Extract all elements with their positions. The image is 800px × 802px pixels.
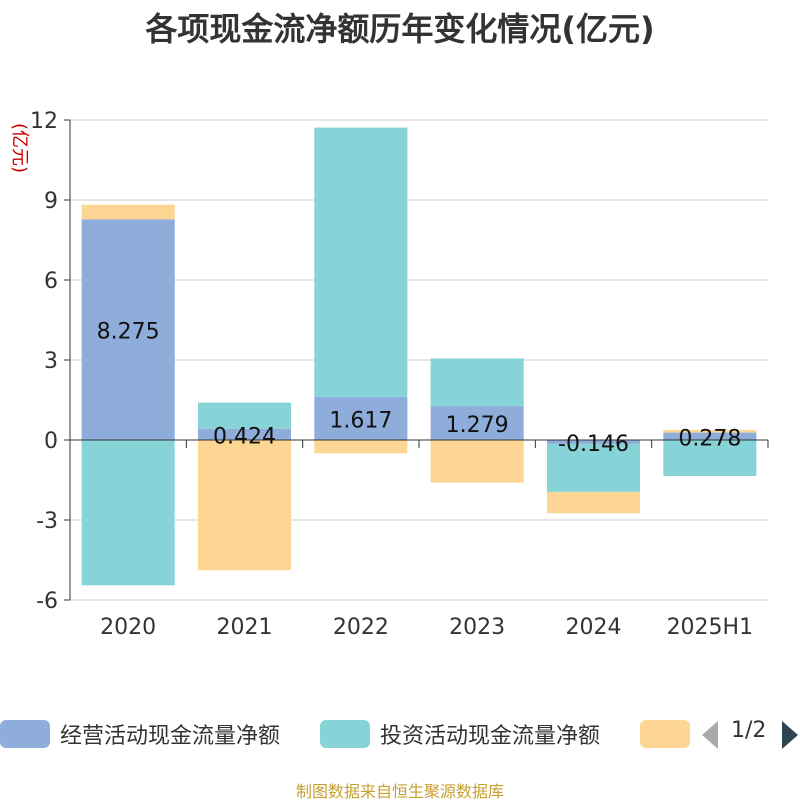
bar-series2-2021 <box>197 440 292 571</box>
data-label-2024: -0.146 <box>558 432 629 457</box>
bars <box>81 127 757 586</box>
bar-series2-2024 <box>546 491 641 514</box>
bar-series0-2025H1 <box>663 432 757 440</box>
legend-label-operating: 经营活动现金流量净额 <box>60 724 281 749</box>
bar-series2-2022 <box>314 440 408 454</box>
y-tick-label: 12 <box>30 109 58 134</box>
legend: 经营活动现金流量净额 投资活动现金流量净额 <box>0 714 800 754</box>
bar-series0-2023 <box>430 405 524 440</box>
legend-label-investing: 投资活动现金流量净额 <box>380 724 601 749</box>
data-label-2022: 1.617 <box>329 408 392 433</box>
x-tick-label: 2023 <box>449 615 505 640</box>
x-tick-label: 2024 <box>566 615 622 640</box>
bar-series1-2025H1 <box>663 440 757 476</box>
y-tick-label: 6 <box>44 269 58 294</box>
bar-series1-2021 <box>197 402 292 429</box>
legend-next-page-icon[interactable] <box>782 721 798 749</box>
bar-series1-2020 <box>81 440 175 586</box>
legend-item-investing[interactable]: 投资活动现金流量净额 <box>320 714 600 754</box>
chart-plot: -6 -3 0 3 6 9 12(亿元) 2020 2021 2022 2023 2024 2025H1… <box>9 109 769 640</box>
source-note: 制图数据来自恒生聚源数据库 <box>295 782 504 801</box>
legend-swatch-investing <box>320 720 370 748</box>
gridlines <box>70 119 768 601</box>
x-tick-label: 2021 <box>217 615 273 640</box>
chart-title: 各项现金流净额历年变化情况(亿元) <box>145 10 655 48</box>
x-tick-label: 2025H1 <box>667 615 754 640</box>
x-tick-label: 2022 <box>333 615 389 640</box>
bar-series2-2025H1 <box>663 429 757 433</box>
data-label-2025H1: 0.278 <box>678 426 741 451</box>
bar-series0-2021 <box>197 428 292 440</box>
bar-series1-2022 <box>314 127 408 397</box>
y-tick-label: 3 <box>44 349 58 374</box>
bar-series2-2023 <box>430 440 524 483</box>
y-tick-label: -3 <box>36 509 58 534</box>
legend-swatch-operating <box>0 720 50 748</box>
data-label-2020: 8.275 <box>97 320 160 345</box>
legend-page-indicator: 1/2 <box>731 718 767 743</box>
bar-series0-2020 <box>81 219 175 440</box>
y-tick-label: 0 <box>44 429 58 454</box>
data-label-2023: 1.279 <box>446 413 509 438</box>
bar-series2-2020 <box>81 204 175 220</box>
bar-series0-2024 <box>546 440 641 444</box>
bar-series1-2023 <box>430 358 524 406</box>
x-tick-label: 2020 <box>100 615 156 640</box>
y-axis-label: (亿元) <box>9 123 30 173</box>
data-labels: 8.275 0.424 1.617 1.279 -0.146 0.278 <box>97 320 742 457</box>
data-label-2021: 0.424 <box>213 424 276 449</box>
legend-swatch-third <box>640 720 690 748</box>
legend-prev-page-icon[interactable] <box>702 721 718 749</box>
axes: -6 -3 0 3 6 9 12(亿元) 2020 2021 2022 2023 2024 2025H1 <box>9 109 769 640</box>
legend-item-third[interactable] <box>640 714 700 754</box>
y-tick-label: -6 <box>36 589 58 614</box>
legend-item-operating[interactable]: 经营活动现金流量净额 <box>0 714 280 754</box>
y-tick-label: 9 <box>44 189 58 214</box>
bar-series1-2024 <box>546 443 641 492</box>
bar-series0-2022 <box>314 396 408 440</box>
